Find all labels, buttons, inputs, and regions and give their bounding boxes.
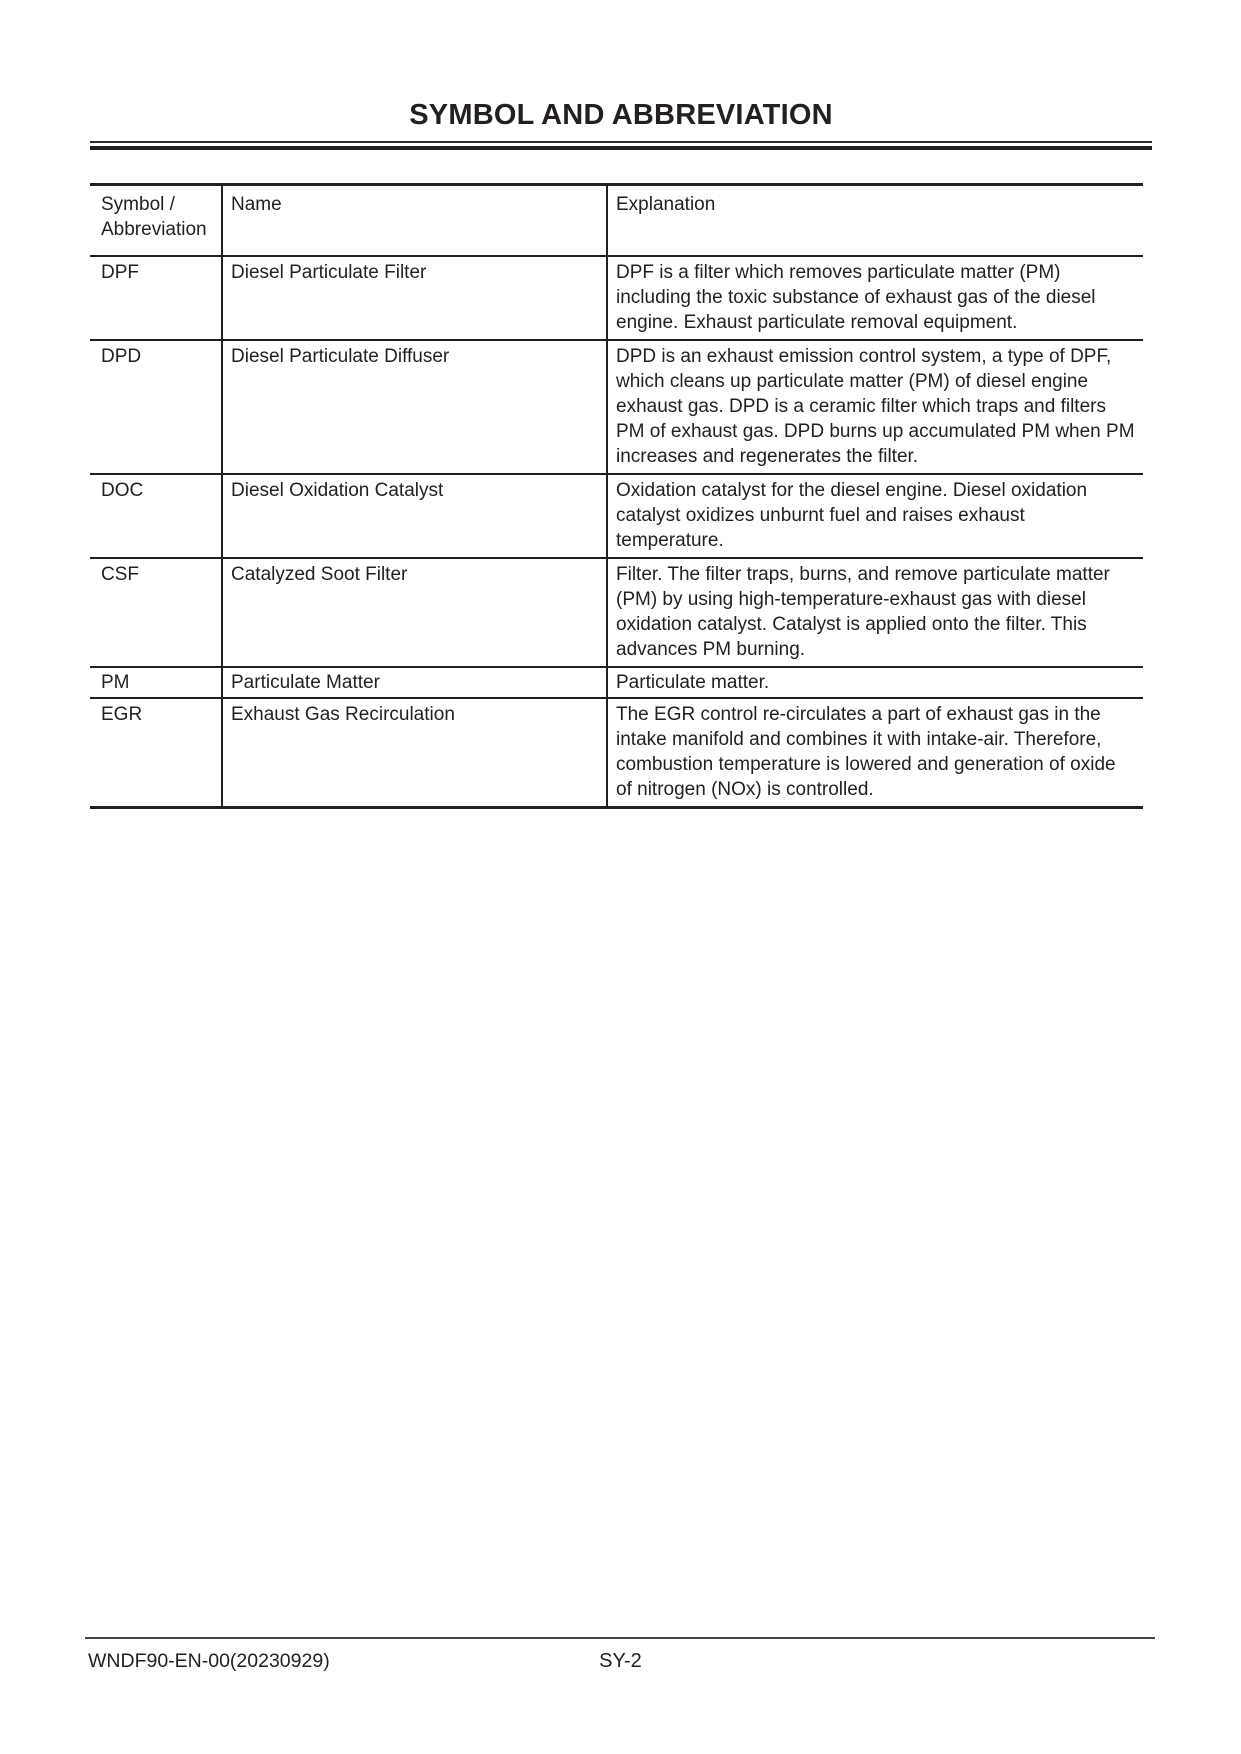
header-explanation: Explanation bbox=[607, 184, 1143, 257]
symbol-cell: PM bbox=[90, 667, 223, 699]
symbol-cell: CSF bbox=[90, 558, 223, 668]
footer-document-code: WNDF90-EN-00(20230929) bbox=[88, 1650, 330, 1672]
header-symbol-abbreviation: Symbol / Abbreviation bbox=[90, 184, 223, 257]
symbol-cell: EGR bbox=[90, 698, 223, 809]
table-row: PM Particulate Matter Particulate matter… bbox=[90, 667, 1143, 699]
explanation-cell: The EGR control re-circulates a part of … bbox=[607, 698, 1143, 809]
header-name: Name bbox=[222, 184, 608, 257]
footer-rule bbox=[85, 1637, 1155, 1639]
abbreviation-table-header: Symbol / Abbreviation Name Explanation bbox=[90, 184, 1143, 257]
name-cell: Diesel Oxidation Catalyst bbox=[222, 474, 608, 559]
table-row: DPF Diesel Particulate Filter DPF is a f… bbox=[90, 256, 1143, 341]
table-row: EGR Exhaust Gas Recirculation The EGR co… bbox=[90, 698, 1143, 809]
name-cell: Diesel Particulate Diffuser bbox=[222, 340, 608, 475]
abbreviation-table-body: DPF Diesel Particulate Filter DPF is a f… bbox=[90, 256, 1143, 809]
page-content: SYMBOL AND ABBREVIATION Symbol / Abbrevi… bbox=[90, 0, 1152, 809]
name-cell: Particulate Matter bbox=[222, 667, 608, 699]
name-cell: Diesel Particulate Filter bbox=[222, 256, 608, 341]
name-cell: Exhaust Gas Recirculation bbox=[222, 698, 608, 809]
table-row: CSF Catalyzed Soot Filter Filter. The fi… bbox=[90, 558, 1143, 668]
header-row: Symbol / Abbreviation Name Explanation bbox=[90, 184, 1143, 257]
title-rule-thin-line bbox=[90, 141, 1152, 143]
footer-page-number: SY-2 bbox=[599, 1650, 642, 1672]
name-cell: Catalyzed Soot Filter bbox=[222, 558, 608, 668]
page-title: SYMBOL AND ABBREVIATION bbox=[409, 99, 833, 131]
symbol-cell: DPF bbox=[90, 256, 223, 341]
title-double-rule bbox=[90, 141, 1152, 150]
explanation-cell: Oxidation catalyst for the diesel engine… bbox=[607, 474, 1143, 559]
abbreviation-table: Symbol / Abbreviation Name Explanation D… bbox=[90, 183, 1143, 809]
explanation-cell: Filter. The filter traps, burns, and rem… bbox=[607, 558, 1143, 668]
table-row: DPD Diesel Particulate Diffuser DPD is a… bbox=[90, 340, 1143, 475]
table-row: DOC Diesel Oxidation Catalyst Oxidation … bbox=[90, 474, 1143, 559]
title-rule-thick-line bbox=[90, 146, 1152, 150]
explanation-cell: DPF is a filter which removes particulat… bbox=[607, 256, 1143, 341]
symbol-cell: DOC bbox=[90, 474, 223, 559]
explanation-cell: Particulate matter. bbox=[607, 667, 1143, 699]
symbol-cell: DPD bbox=[90, 340, 223, 475]
explanation-cell: DPD is an exhaust emission control syste… bbox=[607, 340, 1143, 475]
